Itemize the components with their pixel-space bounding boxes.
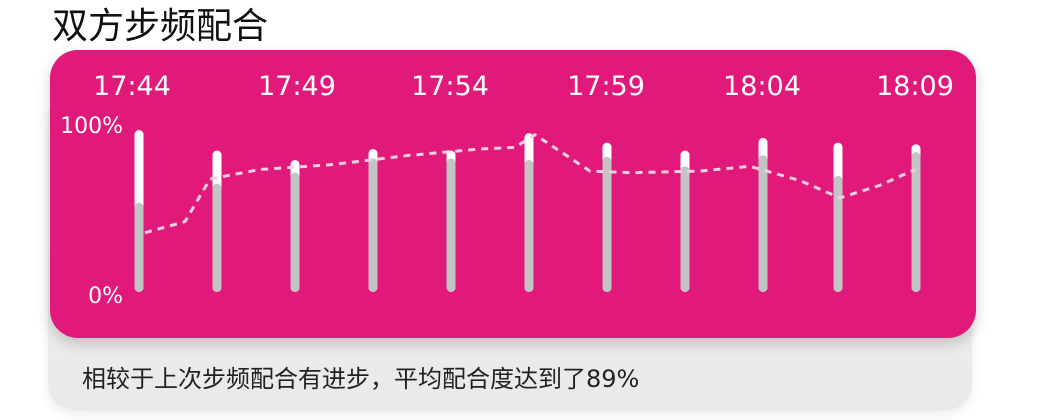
time-tick-label: 17:59 — [567, 71, 645, 102]
bar-series-2 — [134, 202, 144, 292]
time-tick-label: 18:09 — [876, 71, 954, 102]
bar-series-2 — [368, 158, 378, 292]
summary-text: 相较于上次步频配合有进步，平均配合度达到了89% — [82, 365, 640, 393]
bar-series-2 — [290, 172, 300, 292]
bar-series-2 — [602, 156, 612, 292]
bar-series-2 — [524, 160, 534, 292]
bar-series-2 — [911, 152, 921, 292]
y-tick-label: 0% — [88, 284, 123, 309]
time-tick-label: 17:54 — [411, 71, 489, 102]
chart-panel — [50, 50, 976, 338]
trend-line — [144, 133, 916, 235]
page-title: 双方步频配合 — [52, 6, 269, 47]
bar-series-2 — [212, 183, 222, 292]
time-tick-label: 18:04 — [723, 71, 801, 102]
bar-series-2 — [446, 158, 456, 292]
time-tick-label: 17:44 — [93, 71, 171, 102]
bar-series-2 — [758, 155, 768, 292]
bar-series-2 — [680, 166, 690, 292]
y-tick-label: 100% — [60, 114, 123, 139]
bar-series-2 — [833, 175, 843, 292]
time-tick-label: 17:49 — [258, 71, 336, 102]
